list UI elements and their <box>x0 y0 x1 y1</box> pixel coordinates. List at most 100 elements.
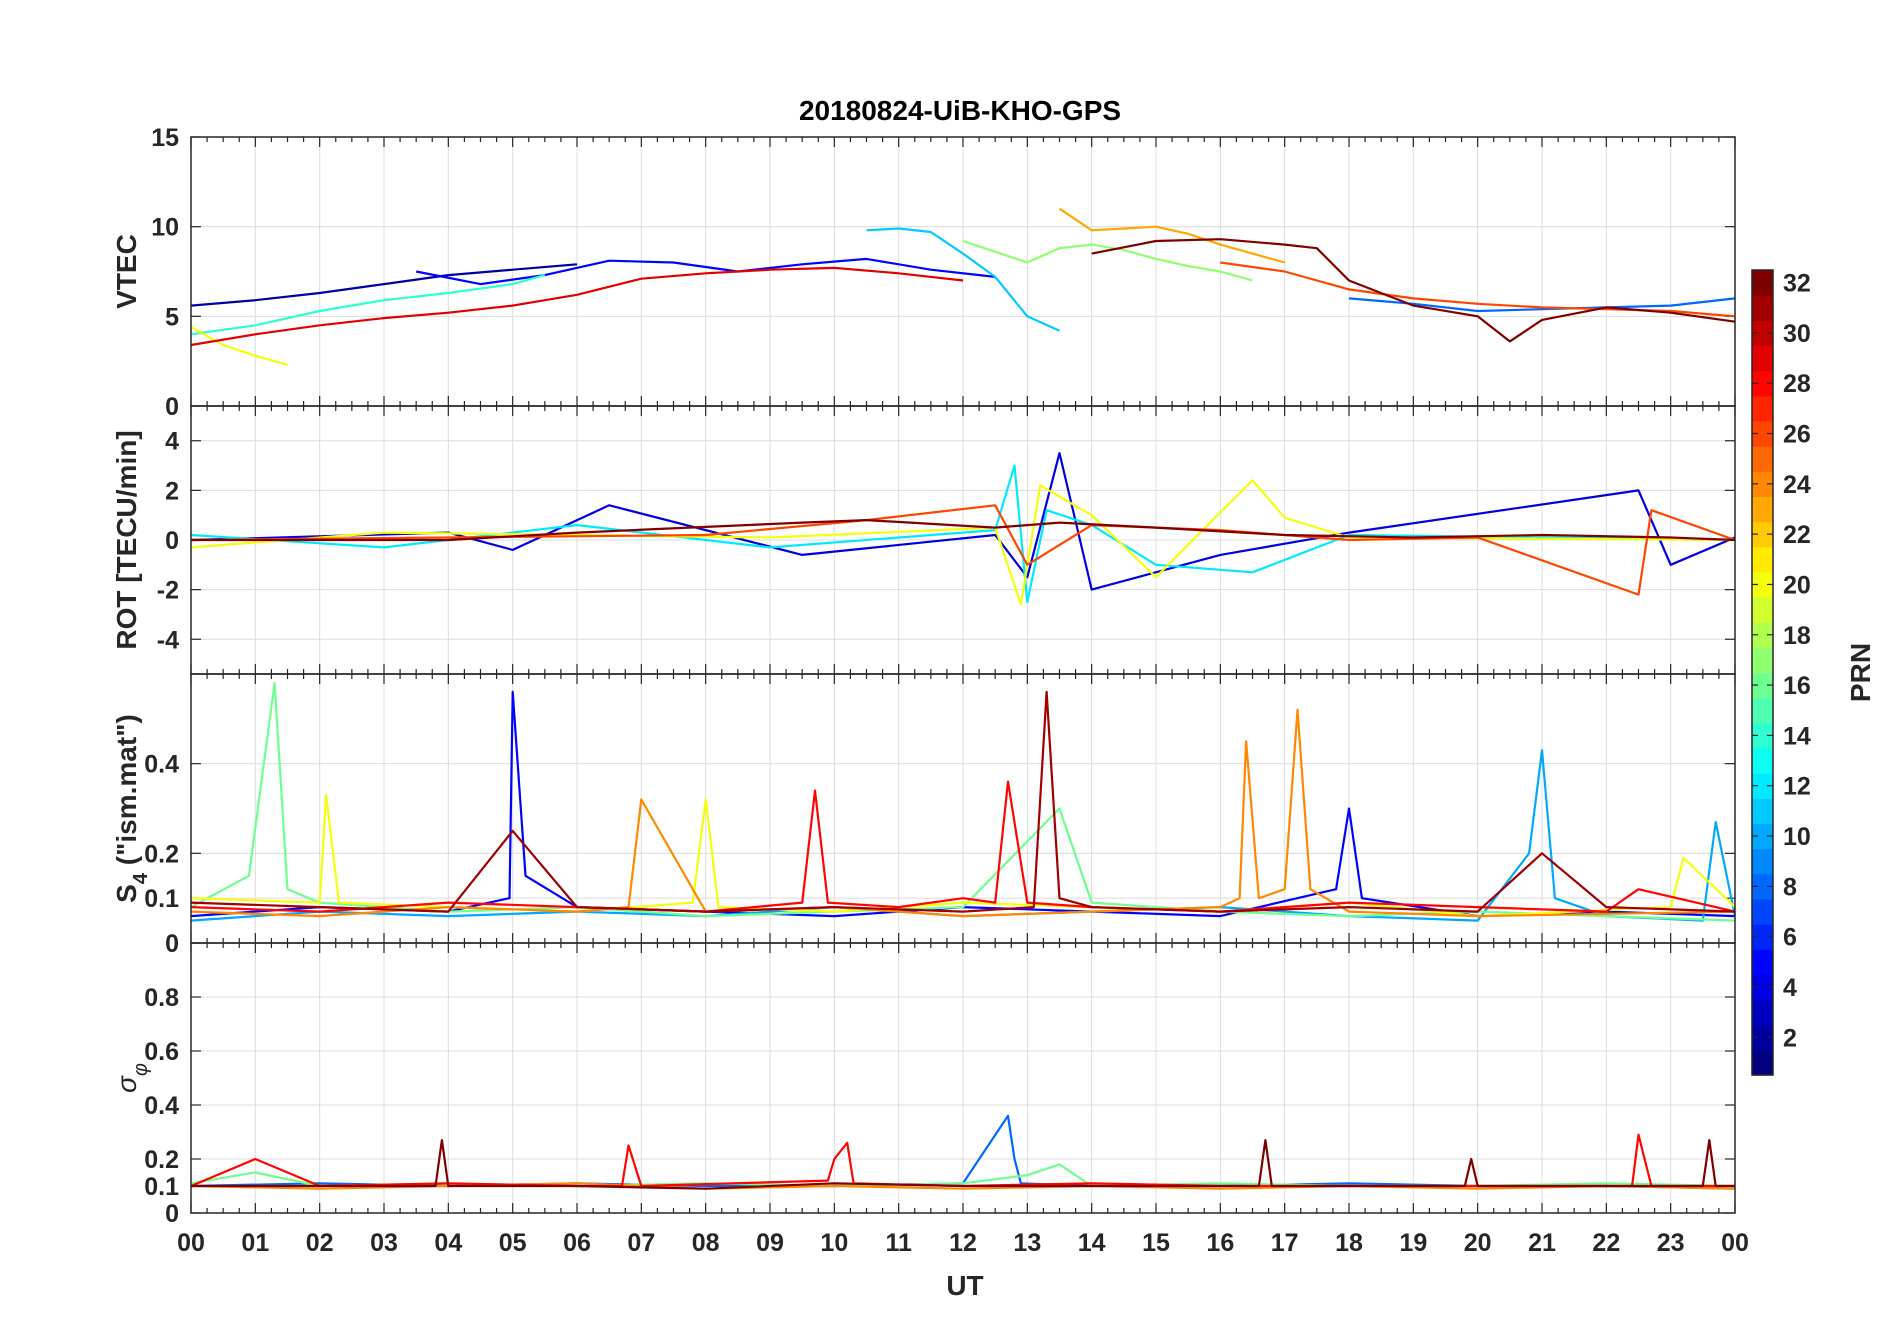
colorbar-tick-label: 10 <box>1783 823 1811 851</box>
y-tick-label: 0 <box>165 527 179 555</box>
colorbar-swatch <box>1752 270 1773 296</box>
figure-title: 20180824-UiB-KHO-GPS <box>799 95 1121 126</box>
x-tick-label: 14 <box>1078 1229 1106 1257</box>
series-line-prn-20 <box>190 326 288 366</box>
colorbar-tick-label: 8 <box>1783 873 1797 901</box>
x-tick-label: 21 <box>1528 1229 1556 1257</box>
axes-frame <box>190 942 1736 1214</box>
y-tick-label: 0.1 <box>144 1173 179 1201</box>
colorbar-swatch <box>1752 773 1773 799</box>
x-tick-label: 11 <box>885 1229 912 1257</box>
series-line-prn-11 <box>866 227 1060 332</box>
y-tick-label: 0 <box>165 1200 179 1228</box>
x-tick-label: 13 <box>1013 1229 1041 1257</box>
y-tick-label: 2 <box>165 477 179 505</box>
colorbar-swatch <box>1752 722 1773 749</box>
series-line-prn-14 <box>190 274 546 336</box>
colorbar-swatch <box>1752 747 1773 774</box>
series-line-prn-8 <box>1348 297 1736 313</box>
colorbar-swatch <box>1752 320 1773 347</box>
y-tick-label: 0.8 <box>144 984 179 1012</box>
y-tick-label: 4 <box>165 428 179 456</box>
colorbar-frame <box>1751 269 1774 1076</box>
y-axis-label-main: S <box>111 884 142 903</box>
panel-s4: 00.10.20.4S4 ("ism.mat") <box>111 673 1737 958</box>
x-tick-label: 08 <box>692 1229 720 1257</box>
y-tick-label: 0.4 <box>144 1092 179 1120</box>
x-tick-label: 20 <box>1464 1229 1492 1257</box>
colorbar-swatch <box>1752 395 1773 422</box>
series-line-prn-32 <box>191 1138 1735 1190</box>
colorbar-swatch <box>1752 848 1773 875</box>
x-tick-label: 03 <box>370 1229 398 1257</box>
series-line-prn-5 <box>415 257 996 286</box>
y-tick-label: 10 <box>151 214 179 242</box>
x-tick-label: 19 <box>1399 1229 1427 1257</box>
colorbar-swatch <box>1752 420 1773 447</box>
colorbar-swatch <box>1752 672 1773 699</box>
x-tick-label: 10 <box>820 1229 848 1257</box>
colorbar-tick-label: 32 <box>1783 270 1811 298</box>
y-axis-label-sigma_phi: σφ <box>111 1063 152 1093</box>
series-line-prn-4 <box>190 452 1736 591</box>
series-line-prn-23 <box>1058 207 1285 264</box>
y-tick-label: 0.4 <box>144 751 179 779</box>
series-line-prn-32 <box>191 518 1736 542</box>
colorbar-swatch <box>1752 798 1773 825</box>
x-tick-label: 15 <box>1142 1229 1170 1257</box>
y-tick-label: 5 <box>165 303 179 331</box>
colorbar-swatch <box>1752 471 1773 498</box>
colorbar-tick-label: 24 <box>1783 471 1811 499</box>
x-tick-label: 18 <box>1335 1229 1363 1257</box>
series-line-prn-2 <box>190 263 578 307</box>
colorbar-tick-label: 26 <box>1783 421 1811 449</box>
y-axis-label-s4: S4 ("ism.mat") <box>111 714 152 903</box>
series-line-prn-31 <box>190 690 1736 913</box>
x-tick-label: 05 <box>499 1229 527 1257</box>
colorbar-swatch <box>1752 496 1773 523</box>
colorbar-swatch <box>1752 974 1773 1001</box>
colorbar-swatch <box>1752 571 1773 598</box>
y-axis-label-rot: ROT [TECU/min] <box>111 430 142 649</box>
y-tick-label: 0.6 <box>144 1038 179 1066</box>
colorbar-swatch <box>1752 521 1773 548</box>
panel-sigma_phi: 00.10.2 0.4 0.6 0.8 σφ 00 01 02 03 04 05 06 07 08 09 10… <box>111 942 1749 1257</box>
series-line-prn-32 <box>1091 238 1736 343</box>
colorbar-tick-label: 2 <box>1783 1024 1797 1052</box>
x-tick-label: 16 <box>1206 1229 1234 1257</box>
y-tick-label: 0.2 <box>144 1146 179 1174</box>
colorbar-swatch <box>1752 898 1773 925</box>
x-tick-label: 01 <box>241 1229 269 1257</box>
series-line-prn-17 <box>962 239 1253 282</box>
y-tick-label: 0 <box>165 393 179 421</box>
colorbar-swatch <box>1752 823 1773 850</box>
colorbar-tick-label: 22 <box>1783 521 1811 549</box>
y-tick-label: 15 <box>151 124 179 152</box>
colorbar-tick-label: 4 <box>1783 974 1797 1002</box>
y-tick-label: 0 <box>165 930 179 958</box>
colorbar-tick-label: 20 <box>1783 571 1811 599</box>
x-tick-label: 12 <box>949 1229 977 1257</box>
y-tick-label: 0.2 <box>144 840 179 868</box>
colorbar-swatch <box>1752 1024 1773 1051</box>
colorbar-tick-label: 14 <box>1783 722 1811 750</box>
colorbar-swatch <box>1752 546 1773 573</box>
x-tick-label: 17 <box>1271 1229 1299 1257</box>
colorbar-swatch <box>1752 999 1773 1026</box>
colorbar-swatch <box>1752 697 1773 724</box>
x-tick-label: 04 <box>434 1229 462 1257</box>
colorbar-swatch <box>1752 345 1773 372</box>
colorbar-swatch <box>1752 446 1773 472</box>
series-line-prn-12 <box>190 464 1736 604</box>
y-axis-label-sub: 4 <box>130 872 152 884</box>
y-tick-label: -2 <box>157 577 179 605</box>
y-axis-label-rest: ("ism.mat") <box>111 714 142 873</box>
colorbar-tick-label: 30 <box>1783 320 1811 348</box>
colorbar-tick-label: 16 <box>1783 672 1811 700</box>
colorbar-tick-label: 28 <box>1783 370 1811 398</box>
x-axis-label: UT <box>946 1270 983 1301</box>
colorbar-label: PRN <box>1845 643 1876 702</box>
x-tick-label: 06 <box>563 1229 591 1257</box>
